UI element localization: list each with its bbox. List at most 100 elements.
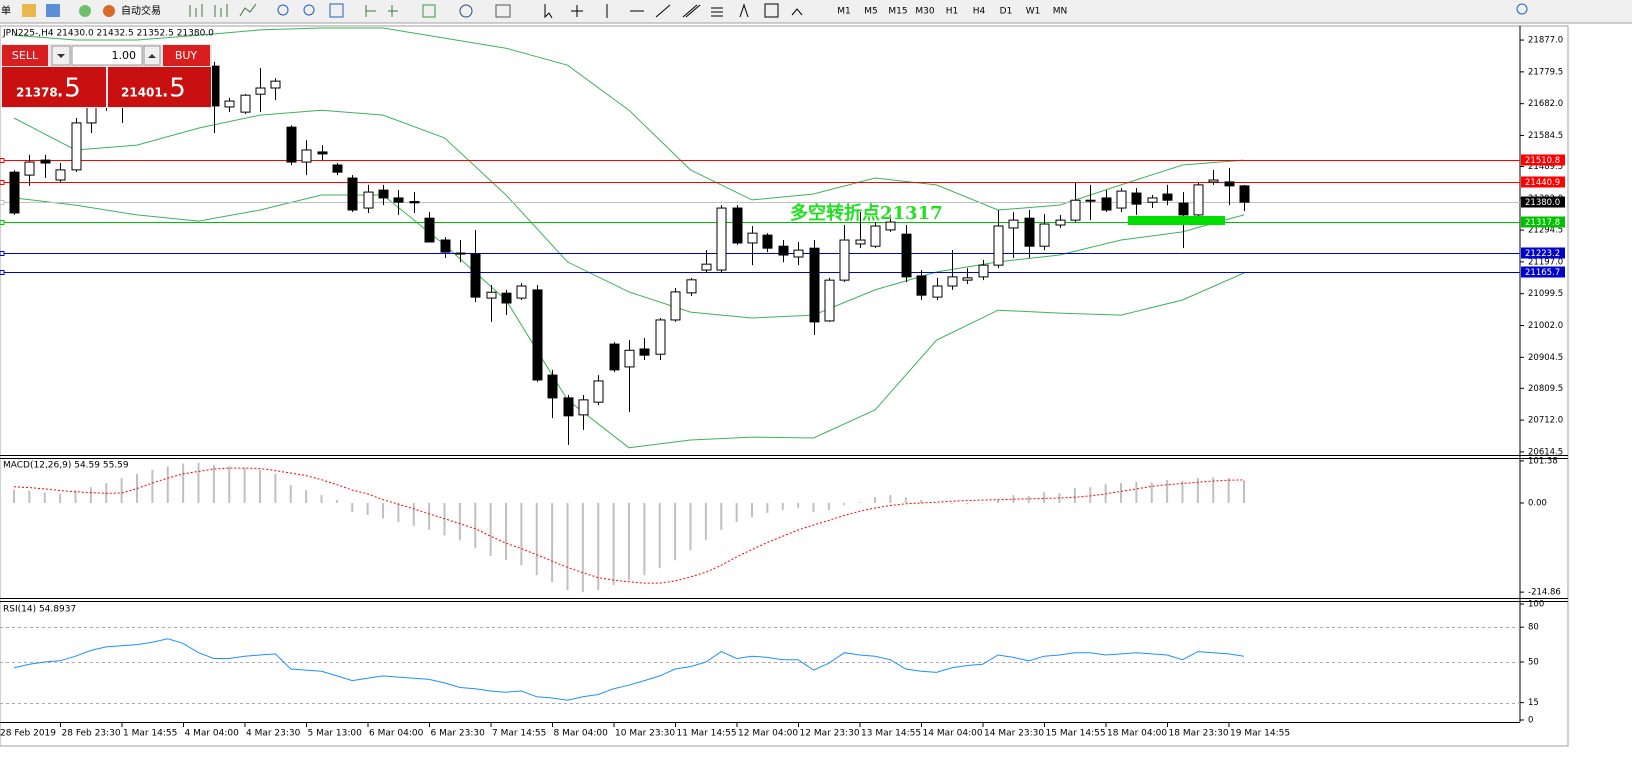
macd-bar xyxy=(13,489,15,503)
candle-body xyxy=(809,247,820,323)
icon[interactable] xyxy=(239,3,257,17)
search-icon[interactable] xyxy=(1516,3,1528,15)
timeframe-button[interactable]: M5 xyxy=(864,7,878,17)
candle-body xyxy=(778,245,789,256)
timeframe-button[interactable]: M30 xyxy=(915,7,934,17)
icon[interactable] xyxy=(365,5,376,17)
x-tick-label: 8 Mar 04:00 xyxy=(554,729,609,739)
icon[interactable] xyxy=(791,8,803,16)
icon[interactable] xyxy=(682,4,701,18)
timeframe-button[interactable]: M1 xyxy=(837,7,851,17)
candle-body xyxy=(9,171,20,214)
timeframe-button[interactable]: H1 xyxy=(946,7,959,17)
candle-body xyxy=(686,279,697,294)
candle-body xyxy=(332,164,343,173)
icon[interactable] xyxy=(214,4,228,17)
candle-body xyxy=(732,207,743,244)
trade-panel: SELL 1.00 BUY 21378 .5 21401 .5 xyxy=(1,44,212,108)
macd-bar xyxy=(259,469,261,503)
lot-input[interactable] xyxy=(71,45,143,66)
macd-bar xyxy=(197,462,200,503)
icon[interactable] xyxy=(739,3,749,18)
icon[interactable] xyxy=(764,3,779,18)
timeframe-button[interactable]: D1 xyxy=(1000,7,1013,17)
candle-body xyxy=(486,291,497,299)
icon[interactable] xyxy=(388,5,398,17)
icon[interactable] xyxy=(46,4,60,17)
icon[interactable] xyxy=(655,4,671,18)
macd-bar xyxy=(781,502,784,511)
bid-box[interactable] xyxy=(2,67,106,107)
timeframe-button[interactable]: H4 xyxy=(973,7,986,17)
icon[interactable] xyxy=(79,5,91,17)
rsi-line xyxy=(13,638,1245,701)
macd-bar xyxy=(843,502,846,506)
macd-bar xyxy=(182,463,185,503)
x-tick-label: 7 Mar 14:55 xyxy=(492,729,546,739)
ask-box[interactable] xyxy=(108,67,211,107)
macd-bar xyxy=(382,502,384,519)
autotrade-button[interactable]: 自动交易 xyxy=(121,4,161,17)
y-tick-label: -214.86 xyxy=(1528,588,1561,598)
level-label: 21440.9 xyxy=(1525,178,1560,188)
timeframe-button[interactable]: M15 xyxy=(888,7,907,17)
macd-bar xyxy=(628,502,630,581)
macd-bar xyxy=(827,502,830,511)
bid-price[interactable]: 21378 xyxy=(16,86,58,100)
icon[interactable] xyxy=(495,4,511,18)
chart-frame xyxy=(0,25,1569,747)
icon[interactable] xyxy=(571,5,583,17)
candle-body xyxy=(24,161,35,176)
level-label: 21380.0 xyxy=(1525,198,1560,208)
y-tick-label: 101.38 xyxy=(1528,456,1558,466)
macd-bar xyxy=(243,467,246,503)
timeframe-button[interactable]: MN xyxy=(1053,7,1068,17)
icon[interactable] xyxy=(22,4,36,17)
ask-pips[interactable]: .5 xyxy=(161,74,186,104)
candle-body xyxy=(40,159,51,164)
icon[interactable] xyxy=(459,4,473,18)
macd-bar xyxy=(674,502,677,561)
macd-bar xyxy=(1227,478,1230,503)
x-tick-label: 14 Mar 23:30 xyxy=(984,729,1044,739)
lot-value[interactable]: 1.00 xyxy=(112,49,137,62)
candle-body xyxy=(317,151,328,155)
candle-body xyxy=(440,239,451,253)
buy-label[interactable]: BUY xyxy=(175,49,198,62)
y-tick-label: 50 xyxy=(1528,658,1539,668)
sell-button[interactable] xyxy=(2,45,48,66)
candle-body xyxy=(793,249,804,258)
timeframe-button[interactable]: W1 xyxy=(1026,7,1041,17)
macd-bar xyxy=(151,469,154,503)
candle-body xyxy=(470,253,481,298)
icon[interactable] xyxy=(422,4,436,18)
macd-bar xyxy=(720,502,723,530)
bid-pips[interactable]: .5 xyxy=(56,74,81,104)
autotrade-icon[interactable] xyxy=(103,5,115,17)
macd-bar xyxy=(1043,492,1046,503)
buy-button[interactable] xyxy=(163,45,210,66)
icon[interactable] xyxy=(303,4,315,16)
candle-body xyxy=(901,233,912,278)
candle-body xyxy=(839,239,850,281)
ask-price[interactable]: 21401 xyxy=(121,86,163,100)
x-tick-label: 28 Feb 23:30 xyxy=(62,729,121,739)
macd-bar xyxy=(59,493,62,503)
sell-label[interactable]: SELL xyxy=(12,49,39,62)
toolbar-icons xyxy=(189,3,1528,19)
macd-bar xyxy=(689,502,692,551)
candle-body xyxy=(563,397,574,417)
level-marker xyxy=(0,220,5,225)
icon[interactable] xyxy=(544,4,553,19)
macd-bar xyxy=(535,502,538,576)
menu-text[interactable]: 单 xyxy=(1,5,11,17)
macd-bar xyxy=(643,502,646,576)
icon[interactable] xyxy=(189,4,203,17)
y-tick-label: 21779.5 xyxy=(1528,67,1563,77)
macd-bar xyxy=(74,490,77,503)
bollinger-band xyxy=(13,27,1245,211)
icon[interactable] xyxy=(711,7,723,17)
icon[interactable] xyxy=(329,3,344,18)
icon[interactable] xyxy=(277,4,289,16)
